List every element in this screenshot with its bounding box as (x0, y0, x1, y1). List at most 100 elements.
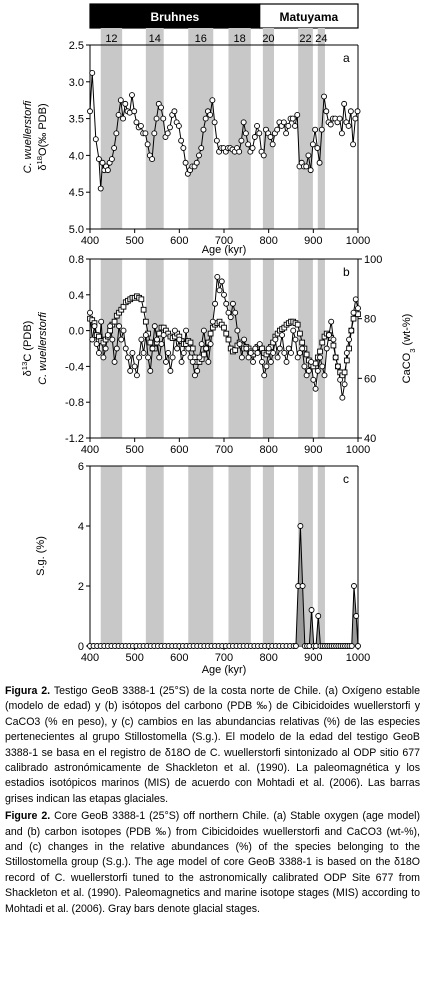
x-tick-label-b-400: 400 (81, 444, 99, 456)
series-b-caco3-point-62 (225, 336, 232, 343)
series-a-point-84 (274, 126, 281, 133)
series-b-d13c-point-59 (218, 278, 225, 285)
glacial-bar-a-2 (188, 45, 214, 229)
series-b-d13c-point-68 (238, 354, 245, 361)
x-tick-label-c-500: 500 (125, 652, 143, 664)
series-a-point-118 (350, 141, 357, 148)
series-b-d13c-point-62 (225, 309, 232, 316)
series-c-point-65 (308, 607, 315, 613)
series-b-d13c-point-0 (87, 309, 93, 316)
series-b-d13c-point-52 (203, 345, 210, 352)
caption-en-text: Core GeoB 3388-1 (25°S) off northern Chi… (5, 810, 420, 915)
series-b-d13c-point-116 (346, 336, 353, 343)
series-b-d13c-point-91 (290, 327, 297, 334)
series-b-caco3-point-103 (317, 348, 323, 355)
stage-label-bar-6 (317, 28, 325, 46)
series-a-point-23 (137, 123, 144, 129)
series-a-point-4 (97, 185, 104, 192)
series-c-point-60 (297, 523, 304, 529)
stage-label-bar-4 (262, 28, 275, 46)
series-b-d13c-point-83 (272, 336, 279, 343)
series-a-point-70 (242, 130, 249, 137)
series-b-d13c-point-61 (223, 300, 230, 307)
y-tick-label-b-right-2: 60 (364, 373, 376, 385)
series-a-point-98 (305, 152, 312, 159)
series-a-point-88 (283, 130, 290, 137)
series-b-caco3-point-93 (294, 321, 301, 328)
series-a-point-11 (111, 145, 118, 151)
series-a-point-16 (122, 100, 129, 107)
series-b-caco3-point-23 (138, 296, 145, 303)
series-a-point-92 (292, 123, 298, 129)
series-b-d13c-point-9 (107, 323, 114, 330)
series-b-d13c-point-38 (171, 327, 178, 334)
series-c-point-85 (353, 613, 360, 619)
stage-label-14: 14 (149, 33, 161, 45)
series-b-d13c-point-14 (118, 336, 125, 343)
x-tick-label-c-800: 800 (259, 652, 277, 664)
series-b-d13c-point-20 (131, 363, 138, 370)
series-b-d13c-point-107 (326, 332, 332, 339)
figure: Bruhnes Matuyama 12 14 16 18 20 22 24 2.5 3.0 3.5 4.… (20, 3, 417, 676)
series-b-d13c-point-40 (176, 336, 183, 343)
series-b-d13c-point-117 (348, 327, 355, 334)
series-b-d13c-point-2 (91, 323, 98, 330)
x-tick-label-a-1000: 1000 (346, 235, 370, 247)
stage-label-bar-1 (145, 28, 164, 46)
series-a-point-116 (345, 123, 352, 129)
series-c-point-84 (351, 583, 357, 589)
series-b-d13c-point-1 (89, 336, 96, 343)
series-b-d13c-point-30 (154, 336, 160, 343)
y-tick-label-a-3: 4.0 (69, 150, 84, 162)
caption-es-label: Figura 2. (5, 685, 51, 697)
x-tick-label-a-500: 500 (125, 235, 143, 247)
series-b-d13c-point-24 (140, 350, 147, 356)
panel-label-a: a (343, 51, 350, 65)
series-a-point-56 (211, 119, 218, 126)
series-b-d13c-point-47 (192, 372, 198, 379)
series-b-d13c-point-100 (310, 376, 317, 383)
series-b-d13c-point-65 (232, 309, 239, 316)
x-tick-label-a-800: 800 (259, 235, 277, 247)
series-b-d13c-point-41 (178, 358, 185, 365)
series-a-point-74 (251, 134, 258, 140)
series-b-d13c-point-57 (214, 273, 221, 280)
series-a-point-49 (196, 152, 202, 159)
series-b-d13c-point-66 (234, 327, 241, 334)
series-a-point-112 (336, 115, 343, 122)
y-tick-label-b-5: -1.2 (65, 433, 84, 445)
series-b-d13c-point-58 (216, 287, 223, 294)
series-a-point-117 (347, 108, 354, 115)
series-b-d13c-point-73 (250, 358, 256, 365)
series-b-d13c-point-25 (142, 332, 149, 339)
series-b-d13c-point-92 (292, 336, 299, 343)
series-b-d13c-point-95 (299, 345, 306, 352)
glacial-bar-b-0 (100, 259, 123, 438)
series-a-point-35 (164, 130, 171, 137)
series-a-point-3 (95, 156, 102, 163)
series-b-d13c-point-80 (265, 345, 272, 352)
series-b-d13c-point-29 (151, 323, 158, 330)
series-b-d13c-point-110 (332, 354, 339, 361)
y-tick-label-c-0: 0 (78, 641, 84, 653)
series-a-point-40 (175, 123, 182, 129)
x-tick-label-b-800: 800 (259, 444, 277, 456)
x-tick-label-b-700: 700 (215, 444, 233, 456)
series-a-point-1 (89, 70, 96, 76)
series-b-d13c-point-70 (243, 345, 250, 352)
figure-caption: Figura 2. Testigo GeoB 3388-1 (25°S) de … (5, 684, 420, 919)
series-b-d13c-point-8 (104, 332, 111, 339)
series-a-point-105 (321, 93, 328, 100)
y-tick-label-a-1: 3.0 (69, 77, 84, 89)
x-tick-label-c-700: 700 (215, 652, 233, 664)
series-b-d13c-point-45 (187, 354, 194, 361)
x-tick-label-a-900: 900 (304, 235, 322, 247)
series-b-d13c-point-98 (305, 367, 312, 374)
series-a-point-36 (167, 124, 173, 131)
series-b-d13c-point-7 (102, 345, 109, 352)
series-b-caco3-point-115 (343, 357, 350, 364)
series-b-d13c-point-18 (127, 367, 134, 374)
series-b-d13c-point-118 (350, 309, 357, 316)
series-b-d13c-point-93 (294, 354, 301, 361)
series-b-d13c-point-112 (337, 376, 344, 383)
